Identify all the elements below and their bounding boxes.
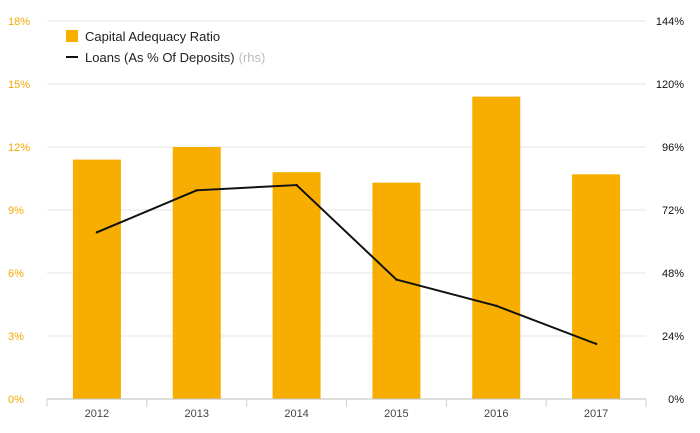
bar-series: [72, 96, 621, 399]
x-axis-label: 2013: [185, 408, 209, 420]
loans-line: [96, 184, 597, 345]
x-axis-label: 2014: [284, 408, 308, 420]
right-axis-tick-label: 0%: [668, 394, 684, 406]
line-point-2016: [495, 304, 498, 308]
legend-line-swatch: [66, 56, 78, 58]
x-axis-label: 2015: [384, 408, 408, 420]
line-series: [95, 183, 598, 346]
x-axis-label: 2016: [484, 408, 508, 420]
left-axis-tick-label: 12%: [8, 142, 30, 154]
right-axis-tick-label: 120%: [656, 79, 684, 91]
left-axis-tick-label: 0%: [8, 394, 24, 406]
line-point-2012: [95, 231, 99, 234]
right-axis-tick-label: 48%: [662, 268, 684, 280]
line-point-2014: [295, 183, 298, 187]
legend: Capital Adequacy Ratio Loans (As % Of De…: [66, 26, 265, 68]
legend-item-line: Loans (As % Of Deposits) (rhs): [66, 47, 265, 67]
bar-2016: [472, 96, 521, 399]
right-axis-tick-label: 96%: [662, 142, 684, 154]
bar-2013: [172, 147, 221, 399]
axes: 0% 0% 3% 24% 6% 48% 9% 72% 12% 96% 15% 120% 18% 144% 2…: [8, 16, 684, 420]
legend-item-bar: Capital Adequacy Ratio: [66, 26, 265, 46]
bar-2012: [72, 159, 121, 399]
legend-rhs-note: (rhs): [238, 49, 266, 65]
line-point-2013: [195, 189, 198, 192]
left-axis-tick-label: 6%: [8, 268, 24, 280]
legend-bar-swatch: [66, 30, 78, 42]
legend-line-label: Loans (As % Of Deposits): [85, 49, 235, 65]
right-axis-tick-label: 24%: [662, 331, 684, 343]
bar-2014: [272, 172, 321, 399]
legend-bar-label: Capital Adequacy Ratio: [85, 28, 221, 44]
bar-2017: [572, 174, 621, 399]
left-axis-tick-label: 3%: [8, 331, 24, 343]
right-axis-tick-label: 144%: [656, 16, 684, 28]
right-axis-tick-label: 72%: [662, 205, 684, 217]
x-axis-label: 2017: [584, 408, 608, 420]
x-axis-label: 2012: [85, 408, 109, 420]
line-point-2015: [395, 278, 398, 281]
line-point-2017: [594, 342, 598, 346]
left-axis-tick-label: 9%: [8, 205, 24, 217]
bar-2015: [372, 182, 421, 399]
left-axis-tick-label: 15%: [8, 79, 30, 91]
gridlines: [47, 20, 646, 337]
left-axis-tick-label: 18%: [8, 16, 30, 28]
